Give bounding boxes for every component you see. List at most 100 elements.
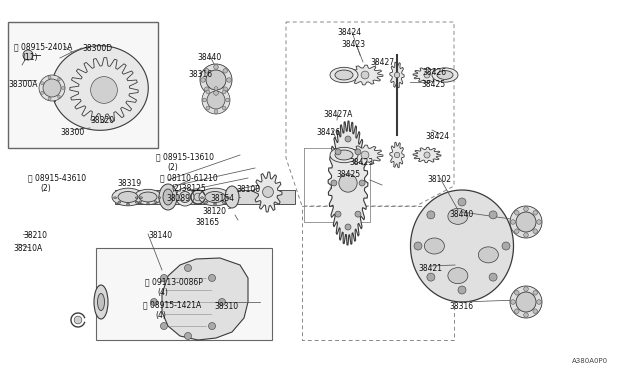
Text: (11): (11) bbox=[22, 53, 38, 62]
Circle shape bbox=[206, 90, 210, 94]
Circle shape bbox=[533, 309, 538, 314]
Circle shape bbox=[223, 87, 227, 92]
Ellipse shape bbox=[97, 294, 104, 311]
Circle shape bbox=[524, 207, 528, 211]
Text: 38140: 38140 bbox=[148, 231, 172, 240]
Circle shape bbox=[58, 78, 60, 81]
Ellipse shape bbox=[448, 208, 468, 224]
Ellipse shape bbox=[158, 197, 161, 198]
Circle shape bbox=[414, 242, 422, 250]
Circle shape bbox=[427, 211, 435, 219]
Text: Ⓦ 08915-1421A: Ⓦ 08915-1421A bbox=[143, 300, 201, 309]
Text: 38102: 38102 bbox=[427, 175, 451, 184]
Text: Ⓦ 08915-13610: Ⓦ 08915-13610 bbox=[156, 152, 214, 161]
Ellipse shape bbox=[207, 91, 225, 109]
Circle shape bbox=[515, 291, 519, 295]
Circle shape bbox=[74, 316, 82, 324]
Circle shape bbox=[361, 71, 369, 79]
Circle shape bbox=[150, 298, 157, 305]
Circle shape bbox=[58, 95, 60, 98]
Text: (2): (2) bbox=[40, 184, 51, 193]
Ellipse shape bbox=[205, 192, 225, 202]
Circle shape bbox=[394, 72, 400, 78]
Circle shape bbox=[223, 68, 227, 73]
Ellipse shape bbox=[163, 189, 173, 205]
Text: Ⓑ 08110-61210: Ⓑ 08110-61210 bbox=[160, 173, 218, 182]
Ellipse shape bbox=[510, 286, 542, 318]
Circle shape bbox=[489, 211, 497, 219]
Circle shape bbox=[214, 91, 218, 95]
Ellipse shape bbox=[135, 201, 138, 203]
Text: 38100: 38100 bbox=[236, 185, 260, 194]
Circle shape bbox=[515, 229, 519, 234]
Circle shape bbox=[511, 300, 515, 304]
Circle shape bbox=[161, 323, 168, 330]
Ellipse shape bbox=[225, 186, 239, 208]
Bar bbox=[8, 22, 158, 148]
Text: 38426: 38426 bbox=[316, 128, 340, 137]
Circle shape bbox=[184, 333, 191, 340]
Circle shape bbox=[533, 211, 538, 215]
Polygon shape bbox=[54, 75, 55, 101]
Ellipse shape bbox=[118, 201, 121, 203]
Ellipse shape bbox=[147, 203, 149, 204]
Circle shape bbox=[184, 264, 191, 272]
Circle shape bbox=[489, 273, 497, 281]
Circle shape bbox=[48, 97, 51, 100]
Circle shape bbox=[533, 291, 538, 295]
Ellipse shape bbox=[135, 197, 138, 198]
Circle shape bbox=[359, 180, 365, 186]
Ellipse shape bbox=[227, 197, 229, 199]
Text: 38423: 38423 bbox=[341, 40, 365, 49]
Text: 38423: 38423 bbox=[349, 158, 373, 167]
Ellipse shape bbox=[516, 212, 536, 232]
Polygon shape bbox=[254, 172, 282, 212]
Text: 38319: 38319 bbox=[117, 179, 141, 188]
Text: 38316: 38316 bbox=[188, 70, 212, 79]
Circle shape bbox=[205, 87, 209, 92]
Circle shape bbox=[537, 300, 541, 304]
Text: Ⓦ 08915-43610: Ⓦ 08915-43610 bbox=[28, 173, 86, 182]
Circle shape bbox=[40, 82, 44, 85]
Circle shape bbox=[502, 242, 510, 250]
Ellipse shape bbox=[112, 188, 144, 206]
Text: 38424: 38424 bbox=[425, 132, 449, 141]
Circle shape bbox=[214, 65, 218, 69]
Text: 38210A: 38210A bbox=[13, 244, 42, 253]
Polygon shape bbox=[413, 147, 441, 163]
Circle shape bbox=[201, 78, 205, 82]
Text: 38440: 38440 bbox=[449, 210, 473, 219]
Text: A380A0P0: A380A0P0 bbox=[572, 358, 608, 364]
Circle shape bbox=[335, 149, 341, 155]
Text: 38425: 38425 bbox=[336, 170, 360, 179]
Circle shape bbox=[91, 77, 117, 103]
Circle shape bbox=[218, 298, 225, 305]
Circle shape bbox=[209, 323, 216, 330]
Text: 38421: 38421 bbox=[418, 264, 442, 273]
Ellipse shape bbox=[139, 192, 157, 202]
Ellipse shape bbox=[200, 64, 232, 96]
Ellipse shape bbox=[199, 188, 231, 206]
Text: 38425: 38425 bbox=[421, 80, 445, 89]
Circle shape bbox=[537, 220, 541, 224]
Text: 38165: 38165 bbox=[195, 218, 219, 227]
Circle shape bbox=[394, 152, 400, 158]
Ellipse shape bbox=[113, 197, 116, 199]
Circle shape bbox=[515, 211, 519, 215]
Ellipse shape bbox=[176, 188, 194, 206]
Circle shape bbox=[214, 110, 218, 113]
Text: Ⓦ 08915-2401A: Ⓦ 08915-2401A bbox=[14, 42, 72, 51]
Polygon shape bbox=[347, 145, 383, 165]
Text: 38300: 38300 bbox=[60, 128, 84, 137]
Ellipse shape bbox=[478, 247, 499, 263]
Circle shape bbox=[226, 98, 229, 102]
Circle shape bbox=[511, 220, 515, 224]
Circle shape bbox=[206, 106, 210, 110]
Ellipse shape bbox=[205, 201, 208, 203]
Polygon shape bbox=[413, 67, 441, 83]
Text: 38424: 38424 bbox=[337, 28, 361, 37]
Circle shape bbox=[23, 50, 33, 60]
Ellipse shape bbox=[330, 147, 358, 163]
Ellipse shape bbox=[202, 86, 230, 114]
Text: Ⓑ 09113-0086P: Ⓑ 09113-0086P bbox=[145, 277, 203, 286]
